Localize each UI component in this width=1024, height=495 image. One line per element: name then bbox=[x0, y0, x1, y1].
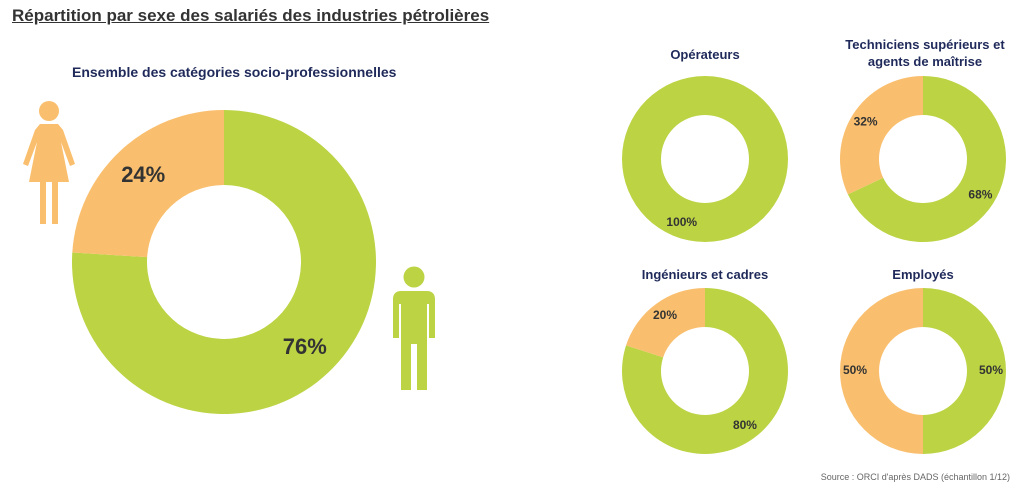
donut-chart-techniciens-label-women: 32% bbox=[854, 115, 878, 129]
man-icon bbox=[393, 266, 435, 390]
donut-chart-ingenieurs-slice-men bbox=[622, 288, 788, 454]
chart-title-ingenieurs: Ingénieurs et cadres bbox=[641, 267, 769, 282]
donut-chart-ingenieurs-slice-women bbox=[626, 288, 705, 358]
donut-chart-overall-slice-men bbox=[72, 110, 377, 414]
chart-title-overall: Ensemble des catégories socio-profession… bbox=[72, 64, 397, 80]
page-title: Répartition par sexe des salariés des in… bbox=[12, 6, 490, 25]
woman-icon bbox=[23, 101, 75, 224]
donut-chart-overall-label-women: 24% bbox=[121, 162, 165, 187]
donut-chart-techniciens: 68% 32% bbox=[840, 76, 1006, 242]
donut-chart-operateurs-slice-men bbox=[622, 75, 788, 243]
donut-chart-employes-label-men: 50% bbox=[979, 363, 1003, 377]
donut-chart-operateurs-label-men: 100% bbox=[666, 215, 697, 229]
donut-chart-overall-label-men: 76% bbox=[283, 334, 327, 359]
donut-chart-employes-label-women: 50% bbox=[843, 363, 867, 377]
donut-chart-operateurs: 100% bbox=[622, 75, 788, 243]
donut-chart-overall-slice-women bbox=[72, 110, 225, 258]
donut-chart-techniciens-label-men: 68% bbox=[968, 188, 992, 202]
source-note: Source : ORCI d'après DADS (échantillon … bbox=[820, 472, 1010, 482]
chart-title-techniciens-text: Techniciens supérieurs et agents de maît… bbox=[845, 37, 1005, 69]
chart-title-operateurs: Opérateurs bbox=[670, 47, 740, 62]
donut-chart-employes-slice-women bbox=[840, 288, 923, 454]
donut-chart-ingenieurs-label-men: 80% bbox=[733, 418, 757, 432]
chart-title-techniciens: Techniciens supérieurs et agents de maît… bbox=[830, 36, 1020, 70]
donut-chart-overall: 76% 24% bbox=[72, 110, 377, 414]
chart-title-employes: Employés bbox=[892, 267, 954, 282]
donut-chart-ingenieurs-label-women: 20% bbox=[653, 308, 677, 322]
donut-chart-employes: 50% 50% bbox=[840, 288, 1006, 454]
donut-chart-ingenieurs: 80% 20% bbox=[622, 288, 788, 454]
donut-chart-techniciens-slice-men bbox=[847, 76, 1006, 242]
donut-chart-techniciens-slice-women bbox=[840, 76, 923, 195]
donut-chart-employes-slice-men bbox=[923, 288, 1006, 454]
